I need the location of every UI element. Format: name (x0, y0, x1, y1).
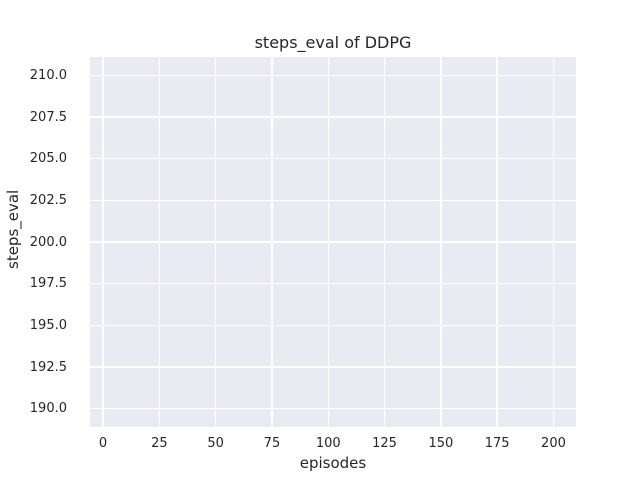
y-gridline (90, 74, 576, 77)
y-axis-label: steps_eval (4, 189, 22, 269)
y-tick-label: 202.5 (29, 192, 67, 208)
y-gridline (90, 157, 576, 160)
x-tick-label: 100 (315, 436, 341, 451)
y-gridline (90, 241, 576, 243)
x-tick-label: 150 (428, 436, 454, 451)
y-gridline (90, 407, 576, 410)
x-tick-label: 75 (263, 436, 281, 451)
y-tick-label: 200.0 (29, 234, 67, 250)
y-gridline (90, 199, 576, 202)
y-tick-label: 197.5 (29, 276, 67, 292)
y-gridline (90, 324, 576, 327)
x-tick-label: 0 (98, 436, 108, 451)
x-tick-label: 25 (151, 436, 168, 451)
y-gridline (90, 282, 576, 285)
chart-title: steps_eval of DDPG (254, 33, 412, 52)
x-axis-label: episodes (299, 454, 367, 472)
x-tick-label: 200 (541, 436, 566, 451)
y-tick-label: 205.0 (29, 151, 67, 167)
y-gridline (90, 116, 576, 118)
plot-area (90, 57, 576, 427)
y-tick-label: 207.5 (29, 109, 67, 125)
y-tick-label: 195.0 (29, 317, 67, 333)
y-tick-label: 190.0 (29, 401, 67, 417)
x-tick-label: 125 (372, 436, 397, 451)
x-tick-label: 175 (484, 436, 510, 451)
x-tick-label: 50 (207, 436, 224, 451)
y-gridline (90, 366, 576, 368)
y-tick-label: 210.0 (29, 67, 67, 83)
y-tick-label: 192.5 (29, 359, 67, 375)
